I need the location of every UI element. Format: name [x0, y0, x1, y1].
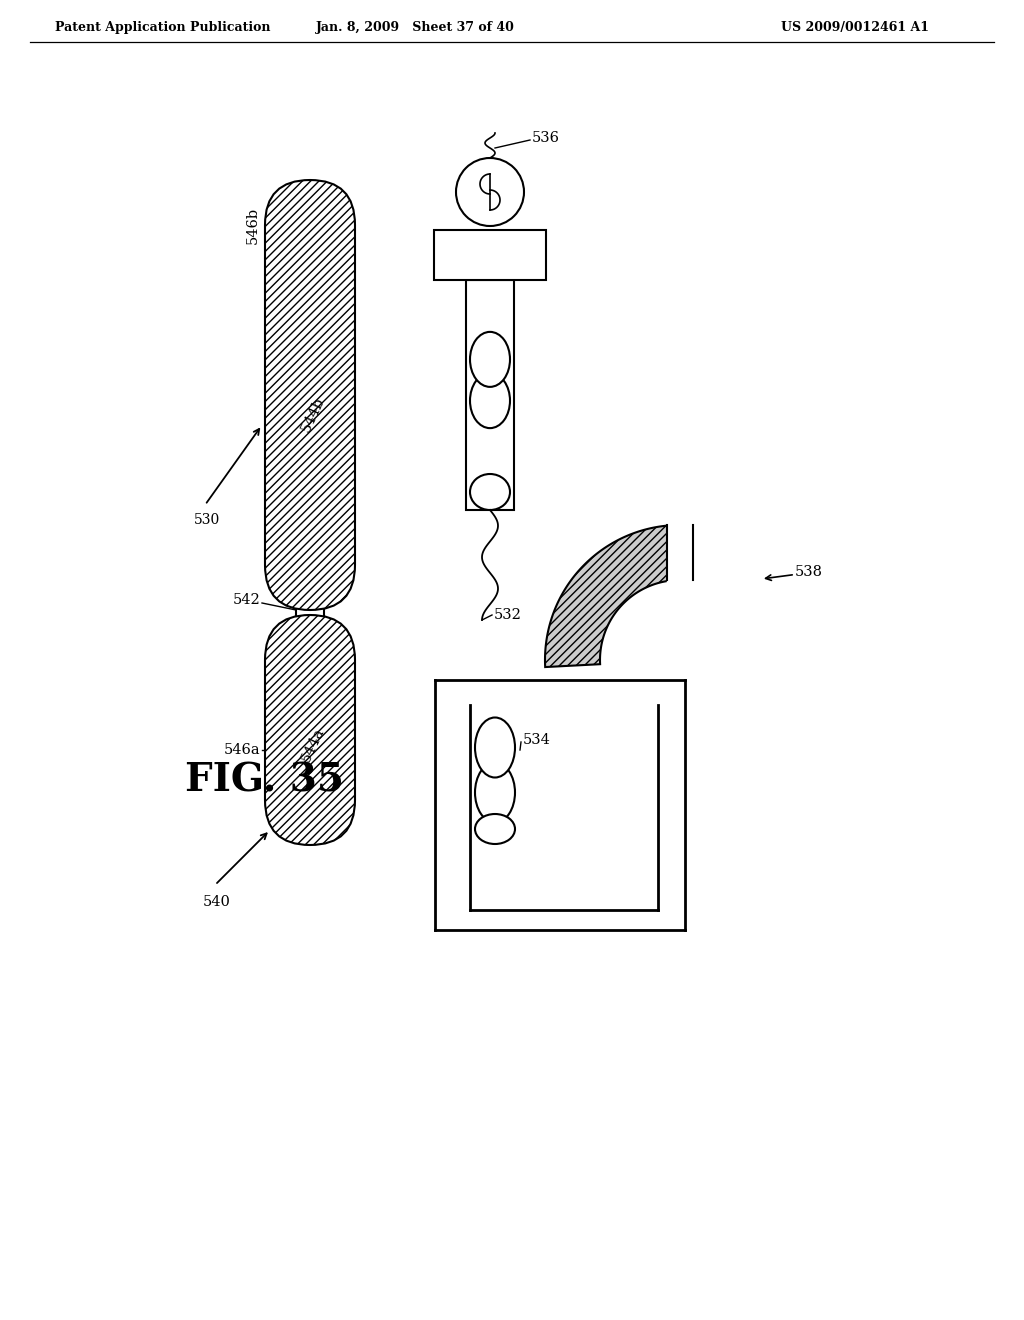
Ellipse shape: [475, 814, 515, 843]
Ellipse shape: [475, 718, 515, 777]
Text: 542: 542: [232, 593, 260, 607]
Text: 532: 532: [494, 609, 522, 622]
Text: 530: 530: [194, 513, 220, 527]
Text: 534: 534: [523, 733, 551, 747]
Circle shape: [456, 158, 524, 226]
Polygon shape: [667, 521, 693, 583]
Bar: [466, 280, 514, 510]
Text: 544b: 544b: [299, 395, 327, 434]
Text: FIG. 35: FIG. 35: [185, 762, 344, 799]
Text: 544a: 544a: [299, 726, 327, 764]
Ellipse shape: [470, 374, 510, 428]
Ellipse shape: [475, 763, 515, 822]
Text: 546b: 546b: [246, 206, 260, 244]
Text: Jan. 8, 2009   Sheet 37 of 40: Jan. 8, 2009 Sheet 37 of 40: [315, 21, 514, 34]
FancyBboxPatch shape: [265, 615, 355, 845]
Text: Patent Application Publication: Patent Application Publication: [55, 21, 270, 34]
FancyBboxPatch shape: [265, 180, 355, 610]
Polygon shape: [545, 525, 676, 667]
Bar: [434, 230, 546, 280]
Ellipse shape: [470, 331, 510, 387]
Ellipse shape: [470, 474, 510, 510]
Text: US 2009/0012461 A1: US 2009/0012461 A1: [781, 21, 929, 34]
Text: 536: 536: [532, 131, 560, 145]
Text: 540: 540: [203, 895, 231, 909]
Text: 546a: 546a: [223, 743, 260, 756]
Text: 538: 538: [795, 565, 823, 579]
